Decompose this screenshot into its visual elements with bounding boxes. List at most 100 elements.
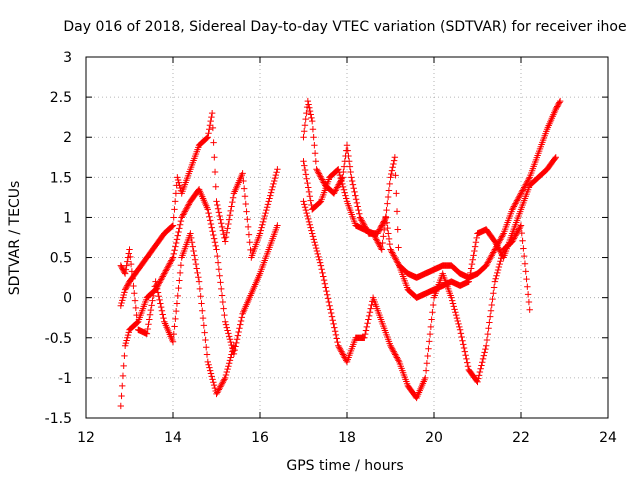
data-point (307, 224, 314, 231)
data-point (206, 367, 214, 374)
data-point (390, 348, 397, 355)
data-point (453, 314, 461, 322)
data-point (206, 364, 213, 371)
data-point (222, 238, 229, 245)
data-point (172, 190, 180, 197)
data-point (219, 227, 227, 234)
data-point (394, 226, 401, 233)
data-point (209, 228, 216, 235)
data-point (214, 252, 221, 260)
data-point (327, 306, 334, 313)
data-point (192, 260, 200, 268)
data-point (394, 355, 401, 363)
data-point (512, 200, 519, 207)
data-point (119, 297, 126, 304)
data-point (386, 240, 393, 248)
data-point (263, 206, 270, 214)
data-point (212, 242, 219, 250)
data-point (166, 260, 174, 267)
data-point (200, 322, 208, 329)
data-point (395, 357, 402, 364)
data-point (173, 300, 181, 307)
data-point (509, 238, 516, 245)
data-point (373, 237, 381, 244)
y-tick-label: -1 (58, 371, 72, 387)
data-point (184, 202, 192, 209)
data-point (554, 101, 562, 109)
data-point (173, 236, 181, 243)
data-point (123, 337, 130, 344)
data-point (214, 259, 222, 266)
data-point (229, 345, 237, 352)
series-track-3 (117, 230, 238, 398)
data-point (315, 253, 322, 261)
data-point (316, 198, 324, 206)
data-point (171, 323, 178, 330)
data-point (352, 196, 360, 203)
data-point (127, 253, 134, 261)
data-point (471, 247, 478, 255)
data-point (311, 142, 318, 149)
data-point (164, 264, 171, 271)
data-point (206, 126, 213, 133)
data-point (474, 378, 481, 386)
data-point (143, 330, 151, 337)
data-point (131, 290, 138, 297)
data-point (517, 223, 524, 231)
data-point (336, 171, 344, 179)
data-point (514, 228, 522, 235)
data-point (488, 301, 495, 309)
data-point (144, 325, 151, 333)
data-point (424, 352, 431, 360)
data-point (222, 233, 230, 241)
data-point (203, 351, 211, 358)
data-point (423, 360, 431, 367)
data-point (130, 282, 137, 290)
data-point (212, 183, 219, 190)
data-point (316, 199, 323, 207)
data-point (384, 224, 391, 232)
series-track-2 (117, 186, 281, 410)
data-point (208, 373, 215, 380)
data-point (237, 321, 244, 328)
data-point (495, 245, 503, 253)
data-point (318, 176, 326, 183)
data-point (157, 303, 165, 311)
data-point (174, 176, 182, 184)
data-point (176, 269, 184, 277)
data-point (361, 334, 368, 341)
data-point (203, 344, 210, 351)
data-point (388, 167, 396, 174)
x-tick-label: 12 (77, 430, 95, 446)
data-point (461, 348, 469, 355)
data-point (118, 299, 125, 307)
data-point (274, 222, 281, 229)
data-point (489, 295, 496, 303)
data-point (229, 198, 236, 206)
data-point (157, 277, 164, 285)
data-point (452, 311, 460, 319)
data-point (176, 221, 184, 228)
data-point (305, 101, 312, 108)
x-axis-label: GPS time / hours (286, 458, 403, 474)
data-point (218, 285, 225, 293)
data-point (124, 258, 131, 265)
data-point (388, 344, 395, 351)
data-point (183, 205, 190, 212)
data-point (302, 206, 310, 214)
data-point (208, 113, 215, 121)
data-point (340, 163, 348, 170)
data-point (122, 285, 130, 292)
data-point (199, 307, 206, 314)
data-point (214, 205, 222, 212)
data-point (387, 174, 394, 181)
data-point (513, 231, 520, 238)
data-point (304, 97, 312, 105)
data-point (175, 284, 182, 292)
data-point (206, 121, 214, 129)
data-point (241, 193, 249, 200)
data-point (370, 231, 378, 239)
data-point (468, 260, 476, 268)
data-point (216, 384, 223, 392)
data-point (342, 192, 349, 199)
